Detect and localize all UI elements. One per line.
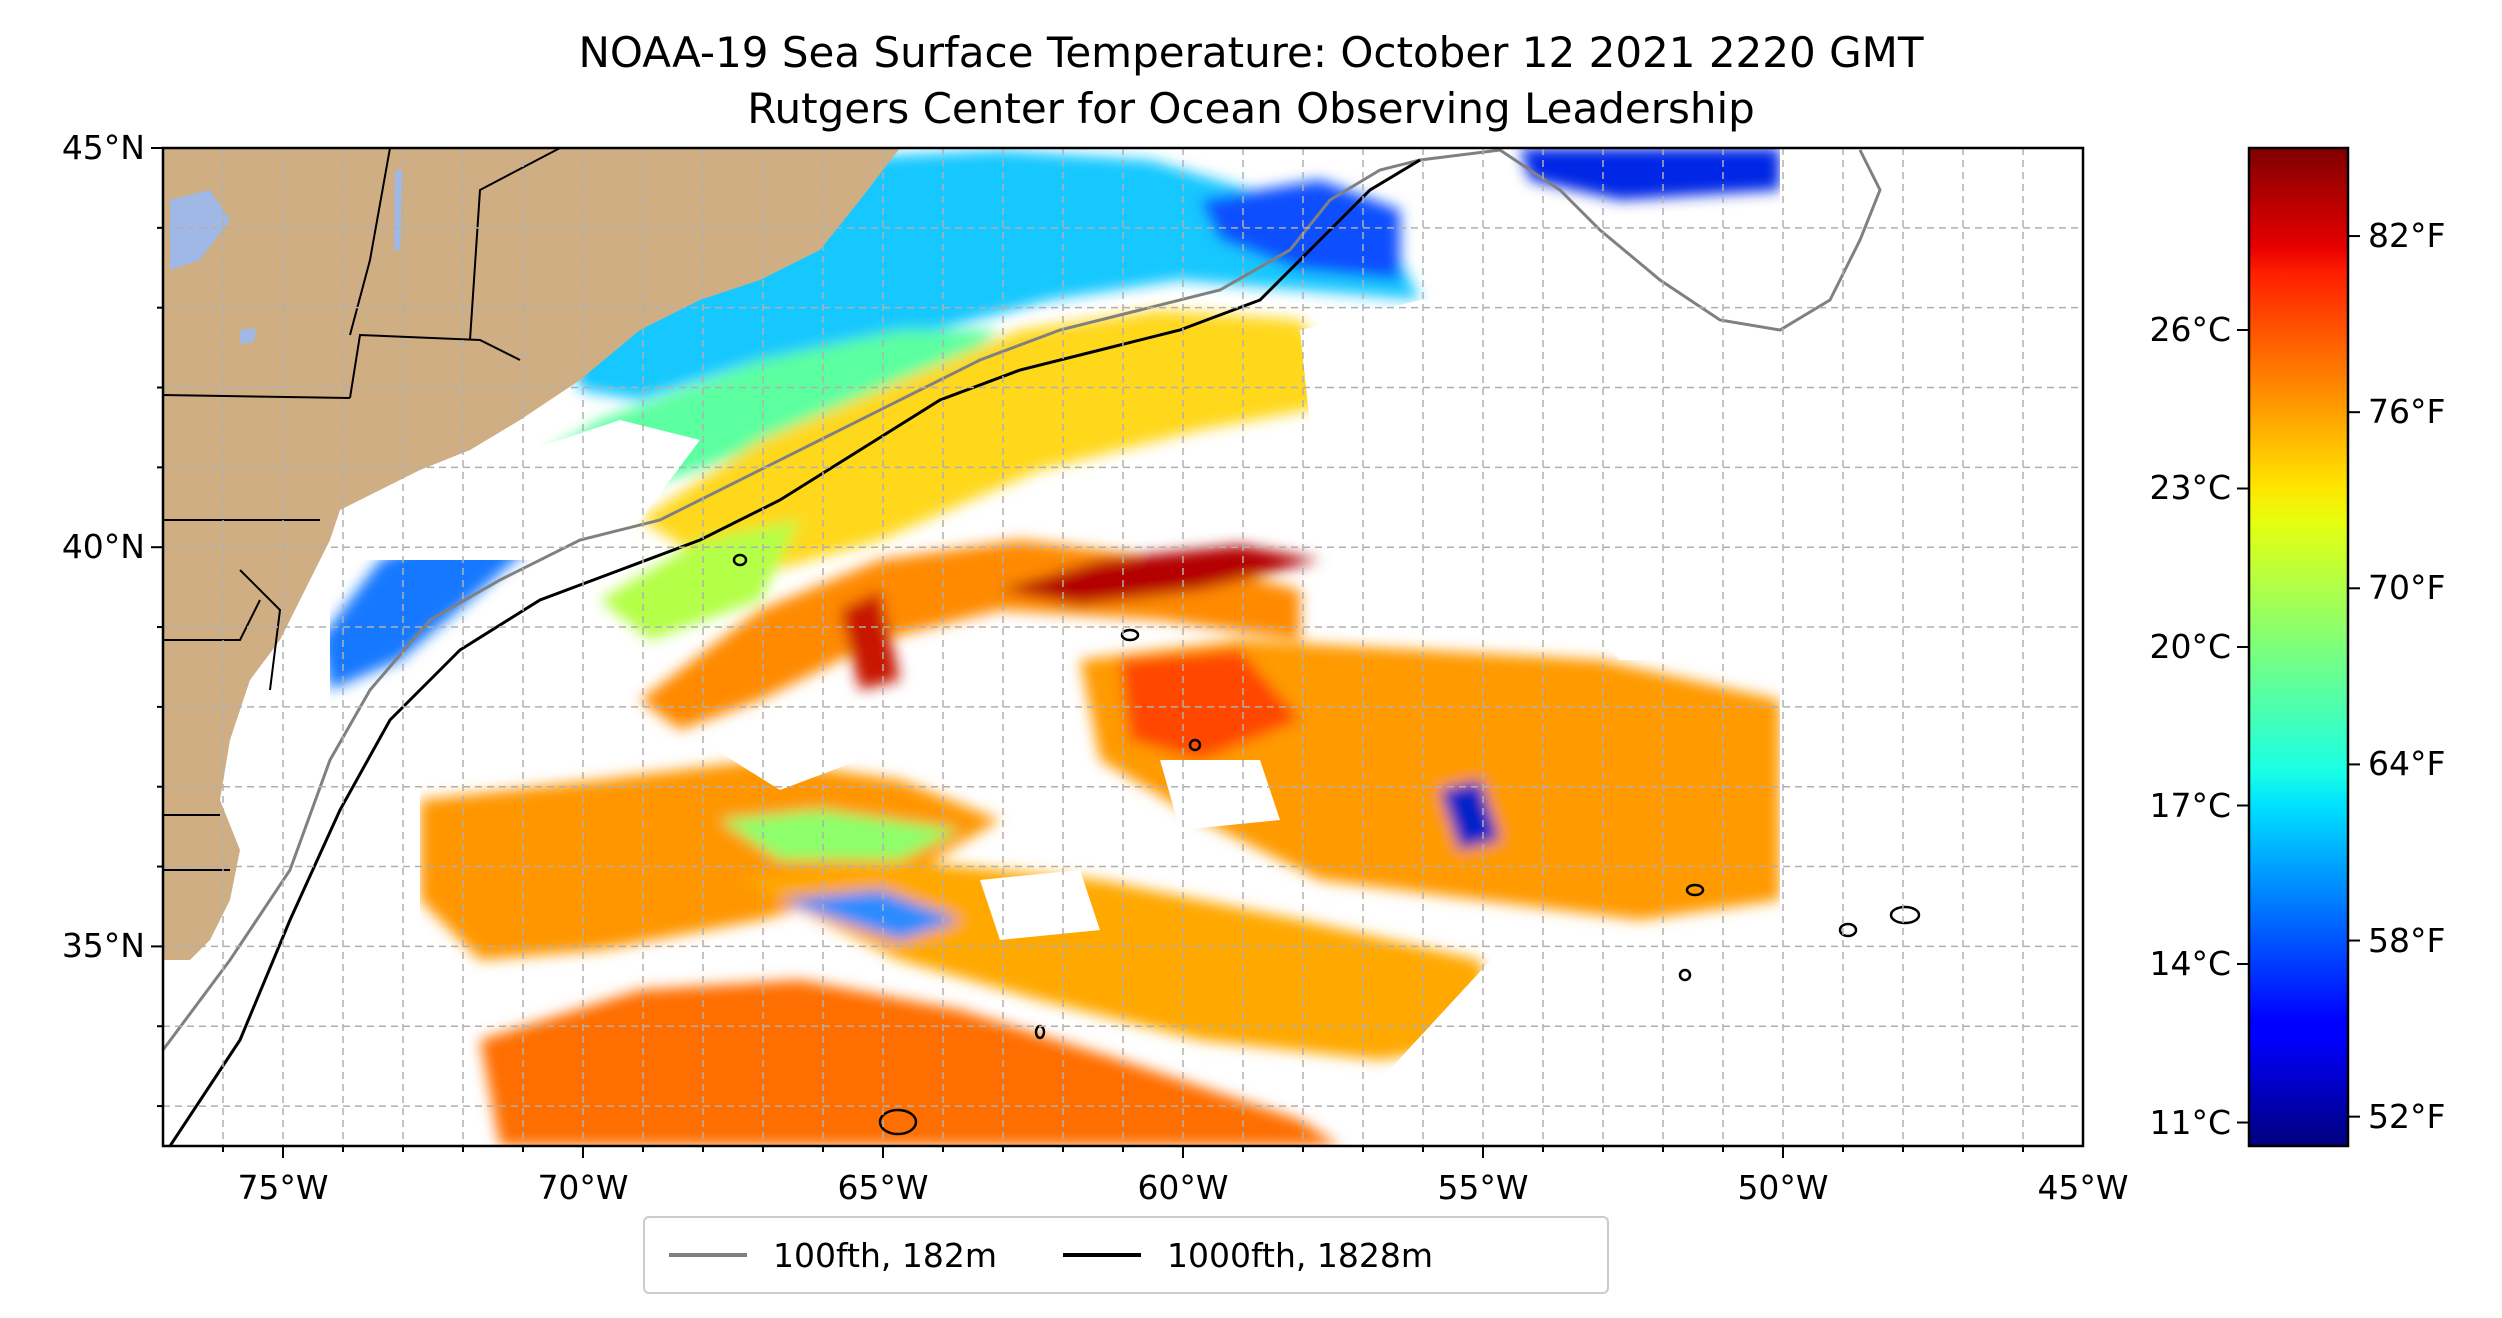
latitude-tick-label: 35°N xyxy=(61,926,145,966)
longitude-tick-label: 70°W xyxy=(537,1168,629,1207)
colorbar-label-fahrenheit: 82°F xyxy=(2368,216,2446,256)
gridlines xyxy=(163,148,2083,1146)
colorbar-label-fahrenheit: 76°F xyxy=(2368,392,2446,432)
lake xyxy=(170,190,230,270)
sst-patch-green-belt xyxy=(600,520,800,640)
cloud-gap xyxy=(500,420,700,560)
cloud-gap xyxy=(1380,930,1780,1146)
land-north-america xyxy=(163,148,900,960)
longitude-tick-label: 65°W xyxy=(837,1168,929,1207)
cloud-gap xyxy=(400,680,560,780)
colorbar-label-fahrenheit: 70°F xyxy=(2368,568,2446,608)
legend-swatch-100fth xyxy=(669,1253,747,1257)
longitude-tick-label: 50°W xyxy=(1737,1168,1829,1207)
lakes xyxy=(170,170,402,344)
colorbar-label-celsius: 23°C xyxy=(2149,468,2231,508)
colorbar-label-celsius: 14°C xyxy=(2149,944,2231,983)
sst-patch-scotian-shelf xyxy=(1200,180,1400,280)
sst-patch-sargasso-hotspot xyxy=(1120,650,1300,760)
map-ticks xyxy=(151,147,2024,1158)
lake xyxy=(394,170,402,250)
seamounts xyxy=(732,553,1921,1136)
cloud-gap xyxy=(1780,148,2083,1146)
cloud-gap xyxy=(1300,300,1800,600)
cloud-gap xyxy=(980,870,1100,940)
lake xyxy=(240,328,256,344)
longitude-tick-label: 45°W xyxy=(2037,1168,2129,1207)
sst-patch-warm-eddy xyxy=(840,590,900,690)
colorbar-label-celsius: 20°C xyxy=(2149,627,2231,666)
legend-swatch-1000fth xyxy=(1063,1253,1141,1257)
map-area xyxy=(163,148,2083,1146)
sst-patch-green-filament xyxy=(720,810,960,860)
legend-label-1000fth: 1000fth, 1828m xyxy=(1167,1235,1433,1275)
legend-item-100fth: 100fth, 182m xyxy=(669,1236,997,1275)
sst-patch-northeast-shelf xyxy=(1520,148,1780,200)
longitude-tick-label: 55°W xyxy=(1437,1168,1529,1207)
sst-patch-east-cold xyxy=(1440,780,1500,850)
latitude-tick-label: 45°N xyxy=(61,128,145,167)
colorbar-label-fahrenheit: 52°F xyxy=(2368,1096,2446,1136)
contour-1000fth xyxy=(168,158,1421,1146)
legend-item-1000fth: 1000fth, 1828m xyxy=(1063,1236,1433,1275)
state-borders xyxy=(163,148,561,871)
sst-field xyxy=(320,148,1780,1146)
legend-label-100fth: 100fth, 182m xyxy=(773,1235,997,1275)
cloud-gap xyxy=(1560,580,1780,660)
title-line-2: Rutgers Center for Ocean Observing Leade… xyxy=(747,84,1755,133)
sst-patch-cold-filament xyxy=(780,890,960,940)
sst-patch-south-west xyxy=(420,760,1000,960)
longitude-tick-label: 60°W xyxy=(1137,1168,1229,1207)
contour-legend: 100fth, 182m 1000fth, 1828m xyxy=(643,1216,1609,1294)
cloud-gap xyxy=(330,700,420,1146)
title-line-1: NOAA-19 Sea Surface Temperature: October… xyxy=(578,28,1924,77)
contour-100fth xyxy=(163,148,1882,1051)
cloud-gap xyxy=(1160,760,1280,830)
sst-patch-slope-water xyxy=(640,310,1360,580)
colorbar-label-celsius: 17°C xyxy=(2149,785,2231,825)
colorbar-label-celsius: 26°C xyxy=(2149,309,2231,349)
latitude-tick-label: 40°N xyxy=(61,527,145,567)
sst-patch-south-band xyxy=(480,980,1340,1146)
longitude-tick-label: 75°W xyxy=(237,1168,329,1207)
cloud-gap xyxy=(700,720,860,790)
colorbar-label-fahrenheit: 58°F xyxy=(2368,920,2446,960)
colorbar-label-fahrenheit: 64°F xyxy=(2368,744,2446,784)
colorbar-ticks xyxy=(2237,235,2360,1124)
colorbar-label-celsius: 11°C xyxy=(2149,1102,2231,1142)
colorbar xyxy=(2247,146,2350,1148)
sst-patch-warm-filament xyxy=(1000,545,1320,605)
